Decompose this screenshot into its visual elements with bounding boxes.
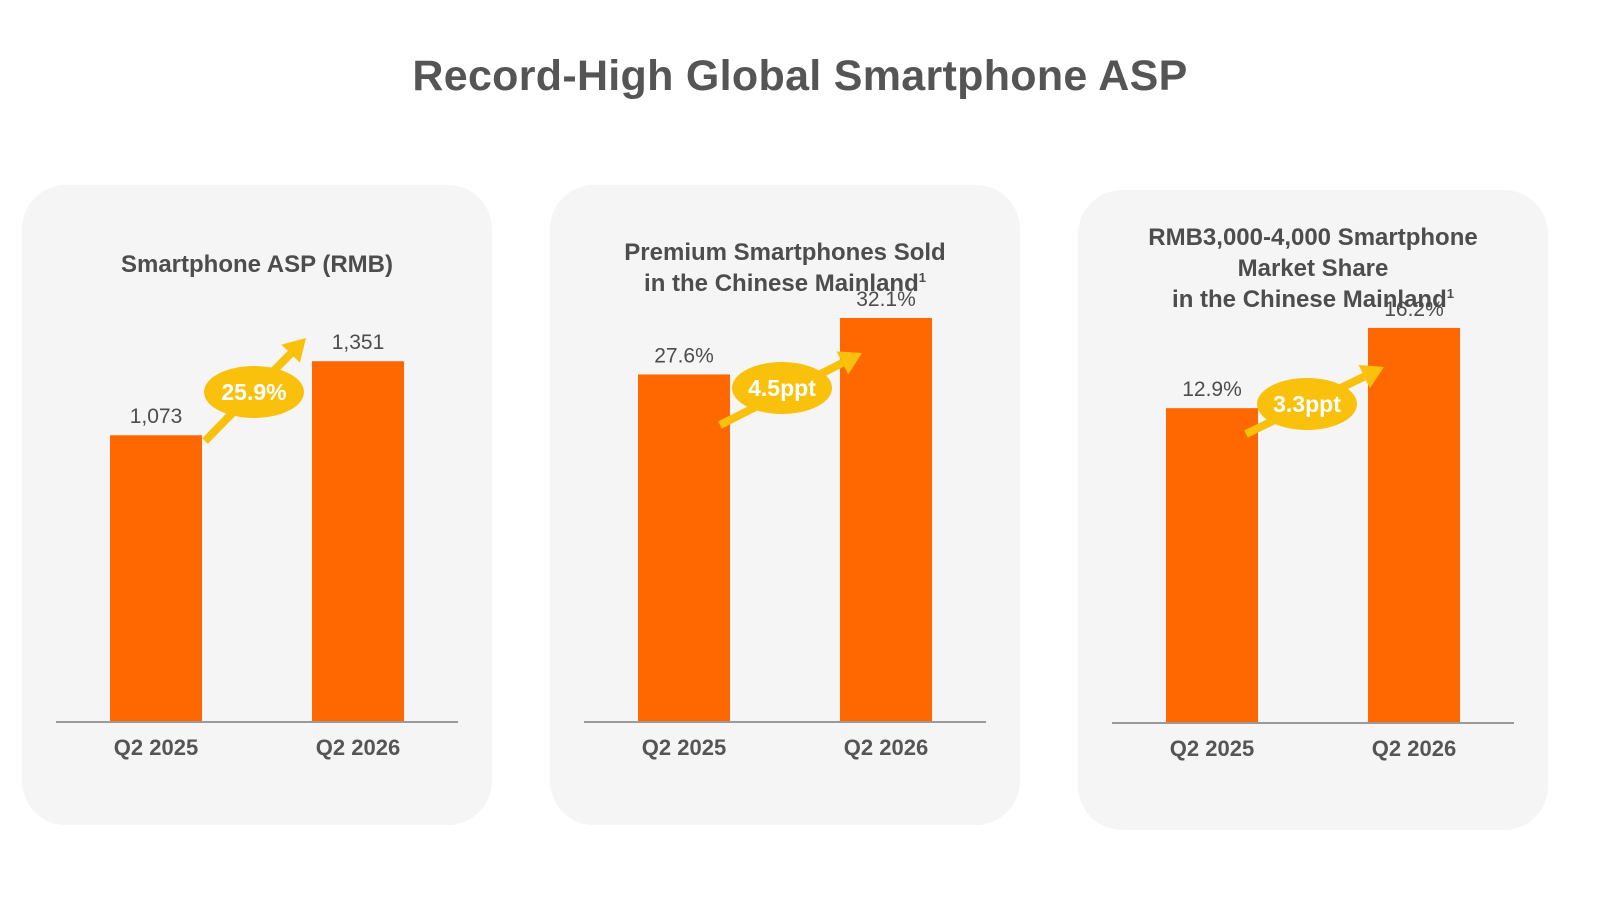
x-tick-label: Q2 2025 bbox=[114, 735, 198, 760]
data-label: 1,073 bbox=[130, 405, 183, 428]
data-label: 27.6% bbox=[654, 344, 714, 367]
change-badge bbox=[732, 362, 832, 414]
bar bbox=[312, 361, 404, 721]
page-title: Record-High Global Smartphone ASP bbox=[412, 52, 1188, 100]
bar bbox=[1368, 327, 1460, 722]
x-tick-label: Q2 2026 bbox=[1372, 736, 1456, 761]
chart-panel-premium-sold: Premium Smartphones Sold in the Chinese M… bbox=[550, 185, 1020, 825]
chart-title-line: Premium Smartphones Sold bbox=[624, 239, 946, 266]
x-tick-label: Q2 2025 bbox=[642, 735, 726, 760]
bar-chart: 1,073 Q2 2025 1,351 Q2 2026 25.9% bbox=[56, 331, 458, 760]
change-badge bbox=[1257, 378, 1357, 430]
chart-title: Premium Smartphones Sold in the Chinese M… bbox=[550, 237, 1020, 299]
bar bbox=[638, 374, 730, 721]
bar bbox=[1166, 408, 1258, 722]
x-tick-label: Q2 2026 bbox=[316, 735, 400, 760]
chart-panel-asp: Smartphone ASP (RMB) 1,073 Q2 2025 1,351 Q2… bbox=[22, 185, 492, 825]
data-label: 32.1% bbox=[856, 288, 916, 311]
x-tick-label: Q2 2025 bbox=[1170, 736, 1254, 761]
chart-title: RMB3,000-4,000 Smartphone Market Share in … bbox=[1078, 222, 1548, 315]
data-label: 16.2% bbox=[1384, 298, 1444, 321]
bar-chart: 27.6% Q2 2025 32.1% Q2 2026 4.5ppt bbox=[584, 288, 986, 760]
chart-title-line: RMB3,000-4,000 Smartphone bbox=[1148, 224, 1478, 251]
x-tick-label: Q2 2026 bbox=[844, 735, 928, 760]
chart-title: Smartphone ASP (RMB) bbox=[22, 249, 492, 280]
chart-title-line: Market Share bbox=[1237, 255, 1389, 282]
change-badge bbox=[204, 366, 304, 418]
footnote-marker: 1 bbox=[918, 270, 926, 285]
change-badge-label: 4.5ppt bbox=[748, 375, 816, 401]
bar bbox=[840, 317, 932, 721]
bar bbox=[110, 435, 202, 721]
change-badge-label: 25.9% bbox=[221, 379, 286, 405]
data-label: 12.9% bbox=[1182, 378, 1242, 401]
change-badge-label: 3.3ppt bbox=[1273, 391, 1341, 417]
chart-panel-market-share: RMB3,000-4,000 Smartphone Market Share in … bbox=[1078, 190, 1548, 830]
data-label: 1,351 bbox=[332, 331, 385, 354]
chart-title-line: in the Chinese Mainland1 bbox=[644, 270, 926, 297]
bar-chart: 12.9% Q2 2025 16.2% Q2 2026 3.3ppt bbox=[1112, 298, 1514, 761]
footnote-marker: 1 bbox=[1446, 286, 1454, 301]
chart-title-line: Smartphone ASP (RMB) bbox=[120, 251, 393, 278]
chart-title-line: in the Chinese Mainland1 bbox=[1172, 286, 1454, 313]
